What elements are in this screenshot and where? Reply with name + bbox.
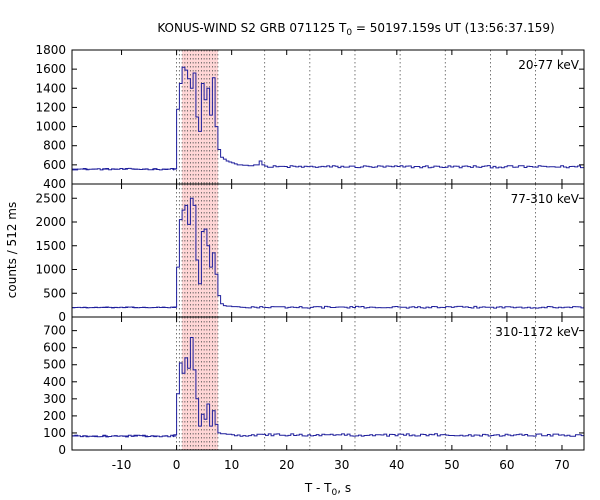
chart-title-suffix: = 50197.159s UT (13:56:37.159) [352, 21, 555, 35]
y-tick-label: 600 [43, 341, 66, 355]
x-tick-label: -10 [112, 458, 132, 472]
panel-frame [71, 316, 585, 451]
panel-frame [71, 49, 585, 185]
y-tick-label: 400 [43, 375, 66, 389]
x-axis-label-prefix: T - T [304, 481, 332, 495]
y-tick-label: 1500 [35, 239, 66, 253]
energy-band-label: 20-77 keV [518, 58, 580, 72]
energy-band-label: 310-1172 keV [495, 325, 579, 339]
x-axis-label: T - T0, s [304, 481, 351, 498]
x-axis-label-suffix: , s [337, 481, 351, 495]
panel-1: 400 600 800 1000 1200 1400 1600 1800 20-77 keV [35, 43, 585, 191]
y-tick-label: 500 [43, 358, 66, 372]
y-tick-label: 800 [43, 139, 66, 153]
y-tick-label: 200 [43, 409, 66, 423]
x-tick-label: 30 [334, 458, 349, 472]
y-tick-label: 100 [43, 426, 66, 440]
x-tick-label: 70 [554, 458, 569, 472]
y-tick-label: 600 [43, 158, 66, 172]
y-tick-label: 2000 [35, 215, 66, 229]
light-curve-series [72, 197, 585, 309]
light-curve-series [72, 337, 584, 438]
energy-band-label: 77-310 keV [511, 192, 580, 206]
y-tick-label: 1200 [35, 100, 66, 114]
chart-title: KONUS-WIND S2 GRB 071125 T0 = 50197.159s… [157, 21, 554, 38]
x-tick-label: 50 [444, 458, 459, 472]
y-tick-label: 1400 [35, 81, 66, 95]
x-tick-label: 10 [224, 458, 239, 472]
chart-title-prefix: KONUS-WIND S2 GRB 071125 T [157, 21, 347, 35]
y-tick-label: 1000 [35, 263, 66, 277]
panel-2: 0 500 1000 1500 2000 2500 77-310 keV [35, 183, 585, 324]
y-tick-label: 0 [58, 443, 66, 457]
x-tick-label: 60 [499, 458, 514, 472]
y-tick-label: 1800 [35, 43, 66, 57]
x-tick-label: 20 [279, 458, 294, 472]
chart-title-subscript: 0 [346, 28, 352, 38]
y-tick-label: 0 [58, 310, 66, 324]
y-tick-label: 1600 [35, 62, 66, 76]
y-tick-label: 2500 [35, 191, 66, 205]
x-axis-label-subscript: 0 [332, 488, 338, 498]
shaded-interval [182, 317, 218, 450]
panel-frame [71, 183, 585, 318]
y-tick-label: 400 [43, 177, 66, 191]
x-tick-label: 40 [389, 458, 404, 472]
y-tick-label: 700 [43, 324, 66, 338]
panel-3: 0 100 200 300 400 500 600 700 310-1172 keV [43, 316, 585, 457]
y-tick-label: 1000 [35, 120, 66, 134]
y-tick-label: 300 [43, 392, 66, 406]
x-tick-label: 0 [173, 458, 181, 472]
light-curve-series [72, 66, 584, 171]
y-axis-label: counts / 512 ms [5, 202, 19, 298]
y-tick-label: 500 [43, 286, 66, 300]
